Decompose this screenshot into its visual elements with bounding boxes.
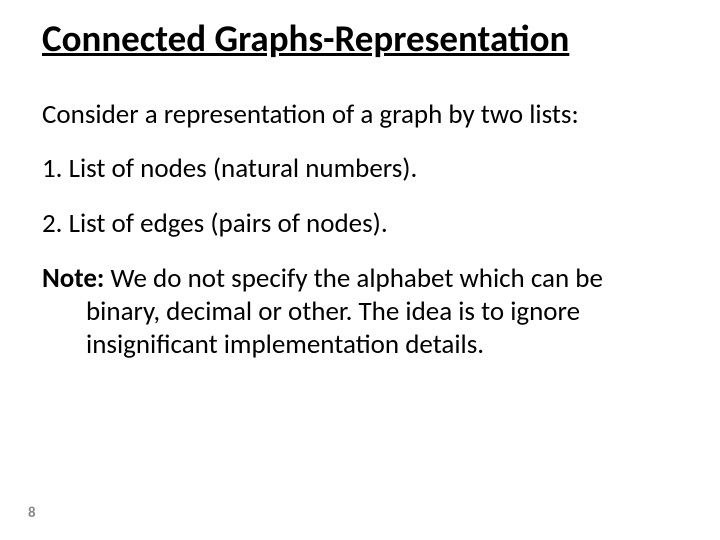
slide: Connected Graphs-Representation Consider… xyxy=(0,0,720,540)
list-item-1: 1. List of nodes (natural numbers). xyxy=(42,153,678,186)
note-text: We do not specify the alphabet which can… xyxy=(86,262,603,361)
list-item-2: 2. List of edges (pairs of nodes). xyxy=(42,208,678,241)
note-paragraph: Note: We do not specify the alphabet whi… xyxy=(42,263,678,362)
note-label: Note: xyxy=(42,262,104,295)
slide-title: Connected Graphs-Representation xyxy=(42,18,678,61)
page-number: 8 xyxy=(28,504,36,522)
intro-paragraph: Consider a representation of a graph by … xyxy=(42,99,678,132)
